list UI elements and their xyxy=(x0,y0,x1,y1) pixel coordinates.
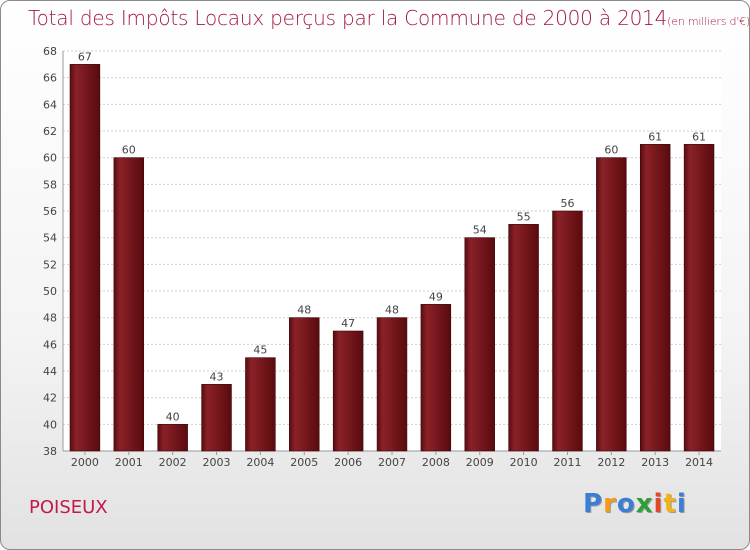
logo-letter: i xyxy=(676,489,687,519)
data-label: 45 xyxy=(253,344,267,357)
bar xyxy=(552,210,583,452)
y-tick-label: 58 xyxy=(43,178,57,191)
chart-subtitle: (en milliers d'€) xyxy=(667,15,750,28)
data-label: 61 xyxy=(648,130,662,143)
x-tick-label: 2004 xyxy=(246,456,274,469)
y-tick-label: 56 xyxy=(43,205,57,218)
bar xyxy=(113,157,145,452)
chart-title-text: Total des Impôts Locaux perçus par la Co… xyxy=(28,6,668,30)
x-tick-label: 2001 xyxy=(115,456,143,469)
x-tick-label: 2007 xyxy=(378,456,406,469)
bar xyxy=(332,330,364,452)
logo-letter: i xyxy=(653,489,664,519)
data-label: 48 xyxy=(297,304,311,317)
x-tick-label: 2005 xyxy=(290,456,318,469)
x-tick-label: 2002 xyxy=(159,456,187,469)
y-tick-label: 66 xyxy=(43,72,57,85)
data-label: 55 xyxy=(517,210,531,223)
x-tick-label: 2009 xyxy=(466,456,494,469)
y-tick-label: 48 xyxy=(43,312,57,325)
data-label: 43 xyxy=(210,370,224,383)
x-tick-label: 2006 xyxy=(334,456,362,469)
data-label: 60 xyxy=(122,144,136,157)
data-label: 49 xyxy=(429,290,443,303)
x-tick-label: 2011 xyxy=(553,456,581,469)
bar xyxy=(289,317,320,452)
x-tick-label: 2010 xyxy=(510,456,538,469)
logo-letter: P xyxy=(583,489,604,519)
data-label: 61 xyxy=(692,130,706,143)
y-tick-label: 38 xyxy=(43,445,57,458)
bar xyxy=(464,237,495,452)
data-label: 56 xyxy=(560,197,574,210)
proxiti-logo[interactable]: Proxiti xyxy=(583,489,687,519)
commune-name: POISEUX xyxy=(29,497,108,518)
bar xyxy=(376,317,408,452)
y-tick-label: 60 xyxy=(43,152,57,165)
y-tick-label: 68 xyxy=(43,45,57,58)
x-tick-label: 2014 xyxy=(685,456,713,469)
data-label: 48 xyxy=(385,304,399,317)
logo-letter: t xyxy=(663,489,677,519)
y-tick-label: 42 xyxy=(43,392,57,405)
data-label: 40 xyxy=(166,410,180,423)
x-tick-label: 2013 xyxy=(641,456,669,469)
bar xyxy=(69,64,101,452)
bar xyxy=(508,224,539,452)
x-tick-label: 2012 xyxy=(597,456,625,469)
bar xyxy=(157,424,188,452)
logo-letter: o xyxy=(616,489,636,519)
data-label: 67 xyxy=(78,50,92,63)
data-label: 54 xyxy=(473,224,487,237)
y-tick-label: 62 xyxy=(43,125,57,138)
y-tick-label: 64 xyxy=(43,98,57,111)
y-tick-label: 52 xyxy=(43,258,57,271)
bar xyxy=(596,157,627,452)
bar xyxy=(201,384,232,452)
y-tick-label: 46 xyxy=(43,338,57,351)
x-tick-label: 2008 xyxy=(422,456,450,469)
y-tick-label: 54 xyxy=(43,232,57,245)
y-tick-label: 40 xyxy=(43,418,57,431)
bar xyxy=(639,144,671,452)
logo-letter: x xyxy=(635,489,654,519)
data-label: 47 xyxy=(341,317,355,330)
chart-title: Total des Impôts Locaux perçus par la Co… xyxy=(28,6,750,30)
bar xyxy=(683,144,715,452)
x-tick-label: 2000 xyxy=(71,456,99,469)
y-tick-label: 44 xyxy=(43,365,57,378)
x-tick-label: 2003 xyxy=(203,456,231,469)
bar xyxy=(245,357,276,452)
bar xyxy=(420,304,452,452)
data-label: 60 xyxy=(604,144,618,157)
logo-letter: r xyxy=(603,489,617,519)
y-tick-label: 50 xyxy=(43,285,57,298)
